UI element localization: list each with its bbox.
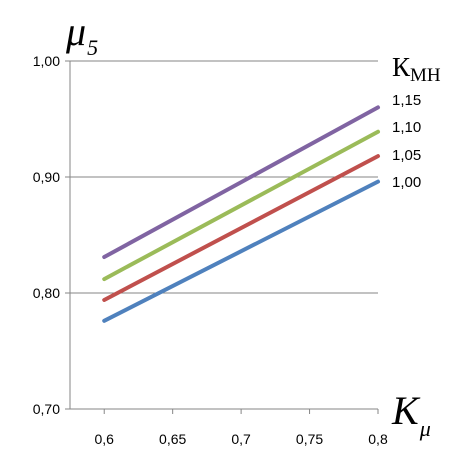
y-axis-title: μ5	[65, 9, 98, 60]
y-tick-label-2: 0,90	[33, 169, 60, 185]
series-label-3: 1,00	[392, 174, 421, 191]
x-tick-label-0: 0,6	[94, 431, 114, 447]
x-axis-title: Kμ	[391, 388, 431, 441]
series-label-2: 1,05	[392, 147, 421, 164]
series-line-2	[102, 154, 380, 302]
x-tick-label-4: 0,8	[368, 431, 388, 447]
x-tick-labels: 0,6 0,65 0,7 0,75 0,8	[94, 409, 388, 447]
series-lines	[102, 105, 380, 323]
series-label-0: 1,15	[392, 92, 421, 109]
series-label-1: 1,10	[392, 119, 421, 136]
x-tick-label-1: 0,65	[159, 431, 186, 447]
legend-title: КМН	[392, 52, 441, 86]
series-line-0	[102, 105, 380, 260]
y-tick-label-0: 0,70	[33, 401, 60, 417]
y-tick-label-1: 0,80	[33, 285, 60, 301]
y-tick-label-3: 1,00	[33, 53, 60, 69]
x-tick-label-2: 0,7	[231, 431, 251, 447]
y-tick-labels: 0,70 0,80 0,90 1,00	[33, 53, 70, 417]
x-tick-label-3: 0,75	[296, 431, 323, 447]
series-line-1	[102, 129, 380, 282]
series-line-3	[102, 179, 380, 323]
series-labels: 1,15 1,10 1,05 1,00	[392, 92, 421, 191]
